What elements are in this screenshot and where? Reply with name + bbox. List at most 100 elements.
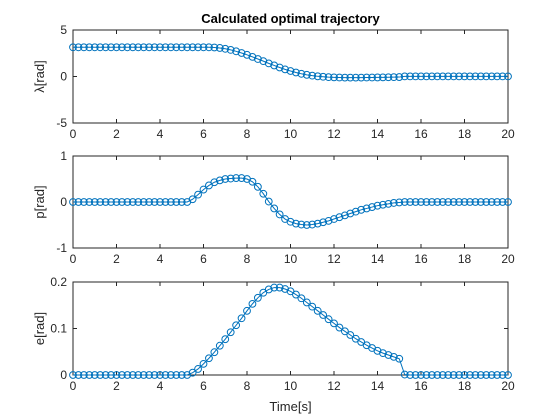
data-point-e	[210, 348, 219, 357]
data-point-lambda	[107, 43, 115, 52]
data-point-e	[123, 371, 132, 379]
x-tick-label: 16	[414, 379, 428, 393]
x-tick-label: 20	[501, 252, 515, 266]
x-tick-label: 20	[501, 379, 515, 393]
data-point-p	[112, 198, 121, 206]
data-point-p	[275, 210, 284, 219]
data-point-lambda	[351, 73, 360, 82]
data-point-p	[362, 204, 371, 213]
data-point-e	[400, 370, 409, 379]
data-point-lambda	[433, 72, 442, 81]
x-tick-label: 0	[70, 252, 77, 266]
data-point-lambda	[313, 72, 322, 81]
data-point-lambda	[150, 43, 159, 52]
data-point-lambda	[183, 43, 192, 52]
data-point-e	[107, 371, 115, 379]
data-point-lambda	[123, 43, 132, 52]
x-tick-label: 6	[200, 252, 207, 266]
data-point-p	[259, 189, 268, 198]
data-point-p	[389, 199, 398, 207]
data-point-p	[460, 198, 469, 206]
data-point-lambda	[79, 43, 88, 52]
y-tick-label: 0.1	[50, 322, 67, 336]
data-point-p	[297, 220, 306, 229]
data-point-lambda	[417, 72, 425, 81]
x-tick-label: 10	[284, 127, 298, 141]
data-point-e	[270, 283, 279, 292]
data-point-p	[128, 198, 137, 206]
data-point-lambda	[471, 72, 480, 81]
x-tick-label: 8	[244, 252, 251, 266]
data-point-lambda	[205, 43, 213, 52]
x-tick-label: 12	[327, 127, 341, 141]
data-point-lambda	[248, 52, 257, 61]
data-point-p	[210, 178, 219, 187]
data-point-e	[346, 331, 355, 339]
data-point-p	[118, 198, 126, 206]
data-point-p	[340, 211, 349, 220]
data-point-lambda	[449, 72, 458, 81]
data-point-p	[172, 198, 181, 206]
data-point-e	[150, 371, 159, 379]
data-point-e	[455, 371, 463, 379]
data-point-e	[460, 371, 469, 379]
x-tick-label: 18	[458, 127, 472, 141]
data-point-p	[145, 198, 154, 206]
data-point-e	[248, 299, 257, 308]
data-point-p	[96, 198, 105, 206]
data-point-e	[172, 371, 181, 379]
x-tick-label: 14	[371, 252, 385, 266]
data-point-e	[194, 365, 202, 373]
data-point-e	[319, 311, 328, 319]
x-tick-label: 12	[327, 252, 341, 266]
data-point-lambda	[482, 72, 491, 81]
data-point-p	[221, 175, 230, 183]
x-tick-label: 4	[157, 252, 164, 266]
data-point-p	[156, 198, 164, 206]
data-point-p	[330, 215, 338, 223]
data-point-p	[476, 198, 485, 206]
data-point-lambda	[188, 43, 197, 52]
data-point-e	[302, 298, 311, 307]
data-point-e	[438, 371, 447, 379]
data-point-lambda	[172, 43, 181, 52]
data-point-lambda	[460, 72, 469, 81]
data-point-lambda	[411, 72, 420, 81]
data-point-lambda	[438, 72, 447, 81]
x-tick-label: 16	[414, 127, 428, 141]
data-point-e	[112, 371, 121, 379]
data-point-p	[85, 198, 94, 206]
data-point-lambda	[368, 73, 376, 82]
data-point-lambda	[215, 44, 224, 52]
data-point-lambda	[362, 73, 371, 82]
y-axis-label-p: p[rad]	[32, 185, 47, 218]
data-point-lambda	[226, 46, 235, 54]
data-point-p	[504, 198, 512, 206]
data-point-p	[433, 198, 442, 206]
data-point-e	[384, 351, 393, 359]
x-tick-label: 6	[200, 127, 207, 141]
data-point-lambda	[498, 72, 507, 81]
data-point-p	[449, 198, 458, 206]
data-point-lambda	[101, 43, 110, 52]
data-point-e	[471, 371, 480, 379]
data-point-lambda	[493, 72, 502, 81]
data-point-e	[177, 371, 186, 379]
data-point-e	[85, 371, 94, 379]
x-tick-label: 16	[414, 252, 428, 266]
data-point-p	[427, 198, 436, 206]
data-point-p	[319, 218, 328, 227]
data-point-p	[324, 216, 333, 225]
data-point-e	[145, 371, 154, 379]
data-point-p	[232, 174, 241, 182]
data-point-p	[357, 205, 366, 214]
data-point-p	[90, 198, 99, 206]
x-tick-label: 6	[200, 379, 207, 393]
data-point-lambda	[210, 43, 219, 52]
data-point-p	[373, 201, 382, 210]
data-point-e	[118, 371, 126, 379]
data-point-e	[134, 371, 143, 379]
data-point-p	[444, 198, 453, 206]
data-point-p	[346, 209, 355, 218]
